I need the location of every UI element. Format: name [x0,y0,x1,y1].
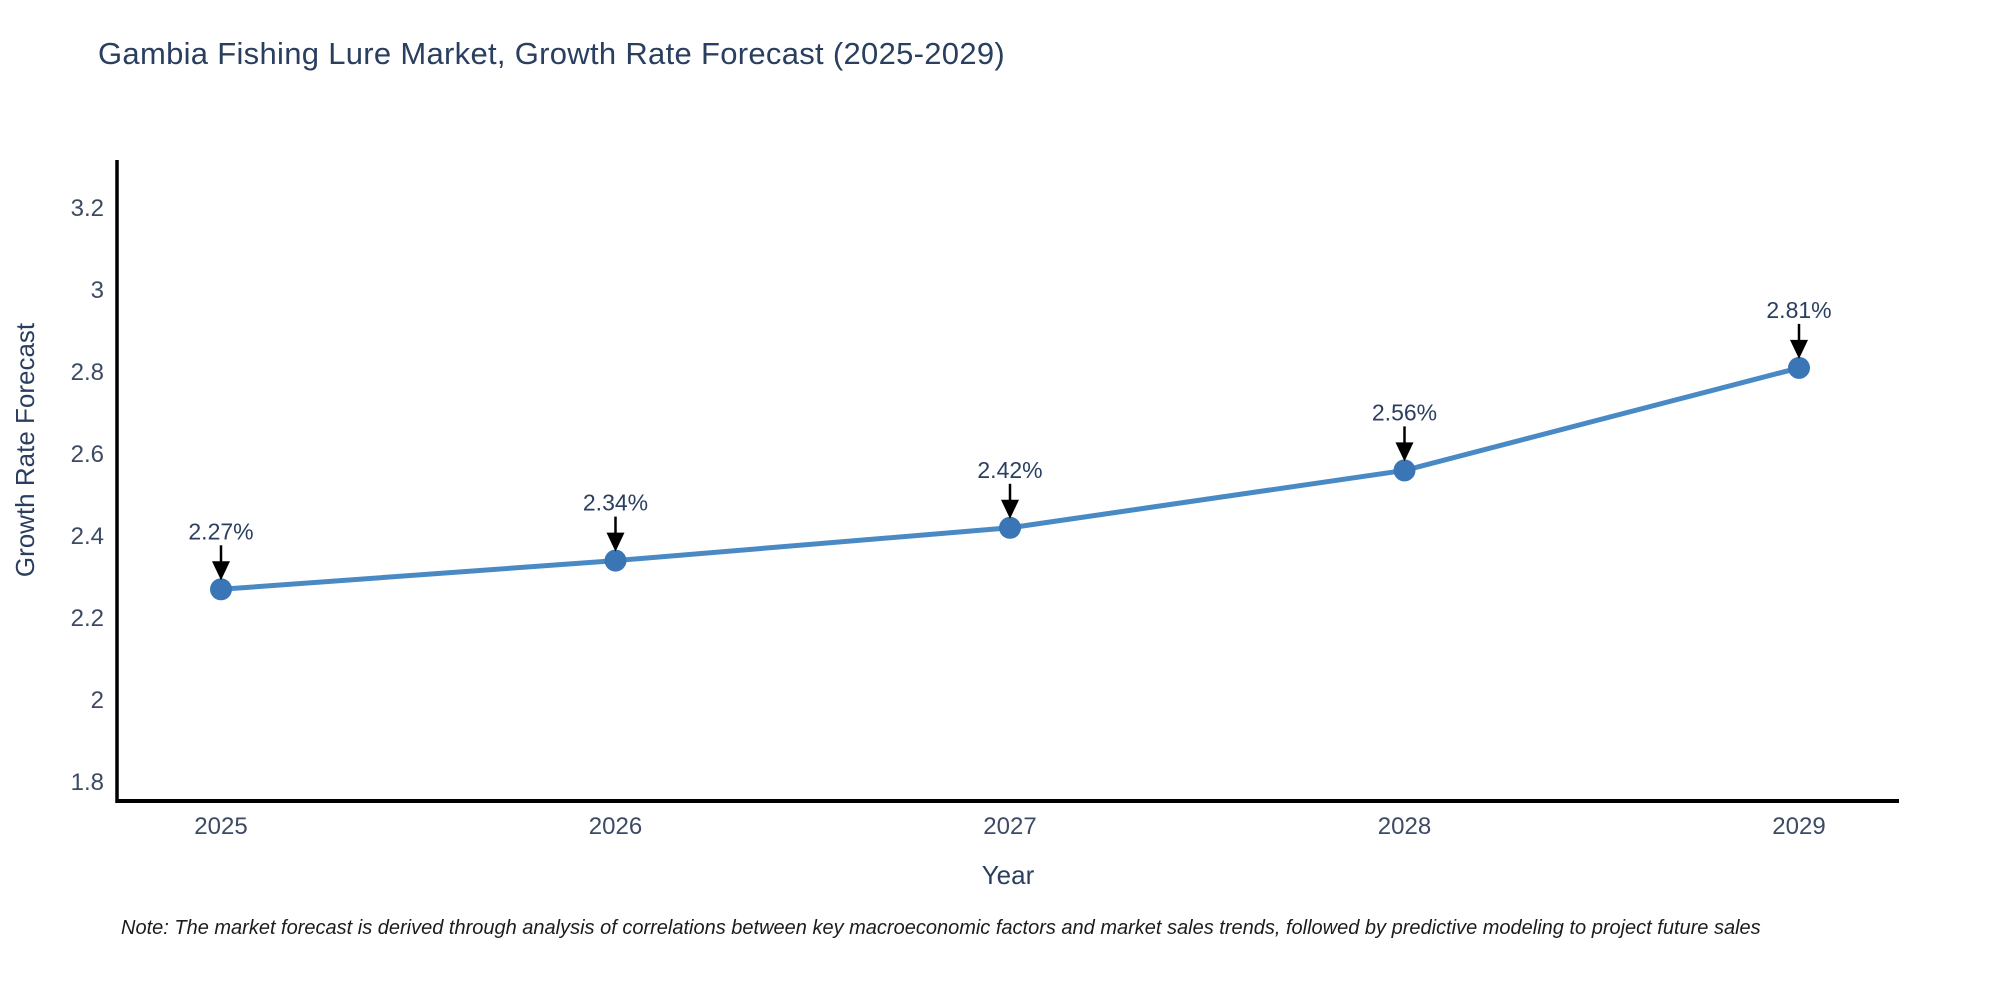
methodology-note: Note: The market forecast is derived thr… [121,917,1761,939]
data-point [604,549,627,572]
annotation-arrowhead [606,532,625,552]
data-point [1788,356,1810,379]
y-tick-label: 2.6 [71,441,104,468]
data-point [1393,459,1416,482]
point-annotation: 2.56% [1372,399,1437,425]
y-tick-label: 2.8 [71,359,104,386]
point-annotation: 2.27% [188,518,253,544]
x-axis-title: Year [982,860,1035,890]
x-tick-label: 2029 [1772,813,1825,840]
y-tick-label: 3.2 [71,195,104,222]
x-tick-label: 2027 [983,813,1036,840]
data-point [999,516,1021,539]
annotation-arrowhead [212,561,230,581]
x-tick-label: 2028 [1378,813,1431,840]
annotation-arrowhead [1001,499,1019,519]
x-tick-label: 2026 [589,813,642,840]
chart-title: Gambia Fishing Lure Market, Growth Rate … [98,36,1006,71]
annotation-arrowhead [1395,442,1414,462]
y-axis-title: Growth Rate Forecast [10,322,40,577]
y-tick-label: 2.2 [71,605,104,632]
point-annotation: 2.81% [1766,297,1831,323]
data-point [210,578,232,601]
point-annotation: 2.34% [583,490,648,516]
point-annotation: 2.42% [977,457,1042,483]
x-tick-label: 2025 [194,813,247,840]
y-tick-label: 1.8 [71,769,104,796]
y-tick-label: 2 [91,687,104,714]
y-tick-label: 3 [91,277,104,304]
annotation-arrowhead [1790,339,1808,359]
y-tick-label: 2.4 [71,523,104,550]
